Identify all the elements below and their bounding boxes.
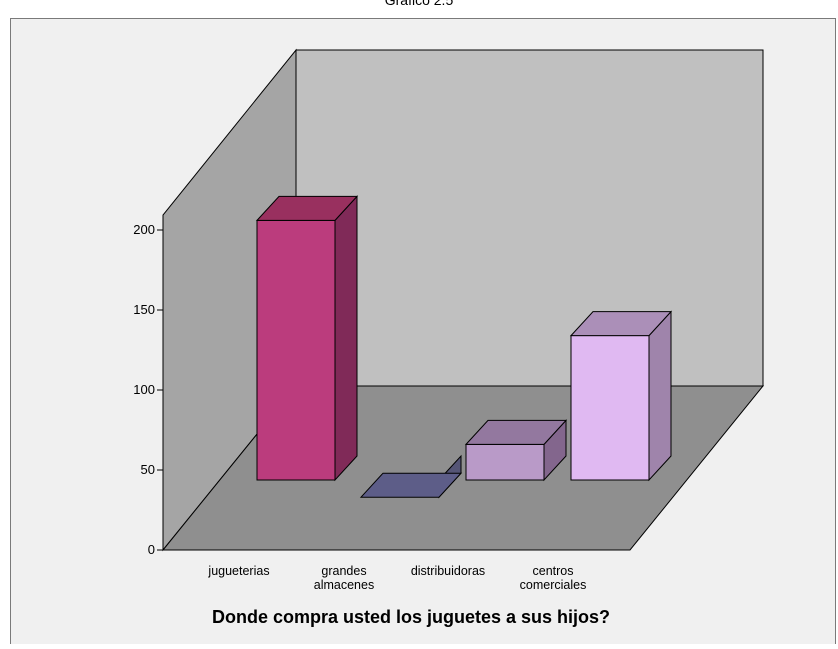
bar [569, 310, 673, 482]
bar-top [464, 419, 568, 445]
x-axis-label: Donde compra usted los juguetes a sus hi… [212, 607, 610, 627]
back-wall [295, 49, 764, 387]
bar-front [570, 335, 650, 481]
chart-title: Gráfico 2.5 [384, 0, 454, 8]
bar [359, 454, 463, 499]
bar [464, 419, 568, 482]
x-tick-labels: jugueterias grandes almacenes distribuidora… [207, 564, 586, 592]
y-tick-label: 0 [148, 542, 155, 557]
y-tick-label: 150 [133, 302, 155, 317]
bar-side [334, 195, 358, 482]
bar-top [359, 472, 463, 498]
bars [255, 195, 673, 499]
bar-side [648, 310, 672, 482]
bar-front [465, 443, 545, 481]
x-tick-label: centros comerciales [520, 564, 587, 592]
x-tick-label: distribuidoras [411, 564, 485, 578]
x-tick-label: jugueterias [207, 564, 269, 578]
y-tick-label: 50 [141, 462, 155, 477]
y-tick-label: 200 [133, 222, 155, 237]
bar [255, 195, 359, 482]
y-ticks: 0 50 100 150 200 [133, 222, 163, 557]
bar-top [255, 195, 359, 221]
y-tick-label: 100 [133, 382, 155, 397]
x-tick-label: grandes almacenes [314, 564, 374, 592]
bar-top [569, 311, 673, 337]
bar-front [256, 219, 336, 481]
